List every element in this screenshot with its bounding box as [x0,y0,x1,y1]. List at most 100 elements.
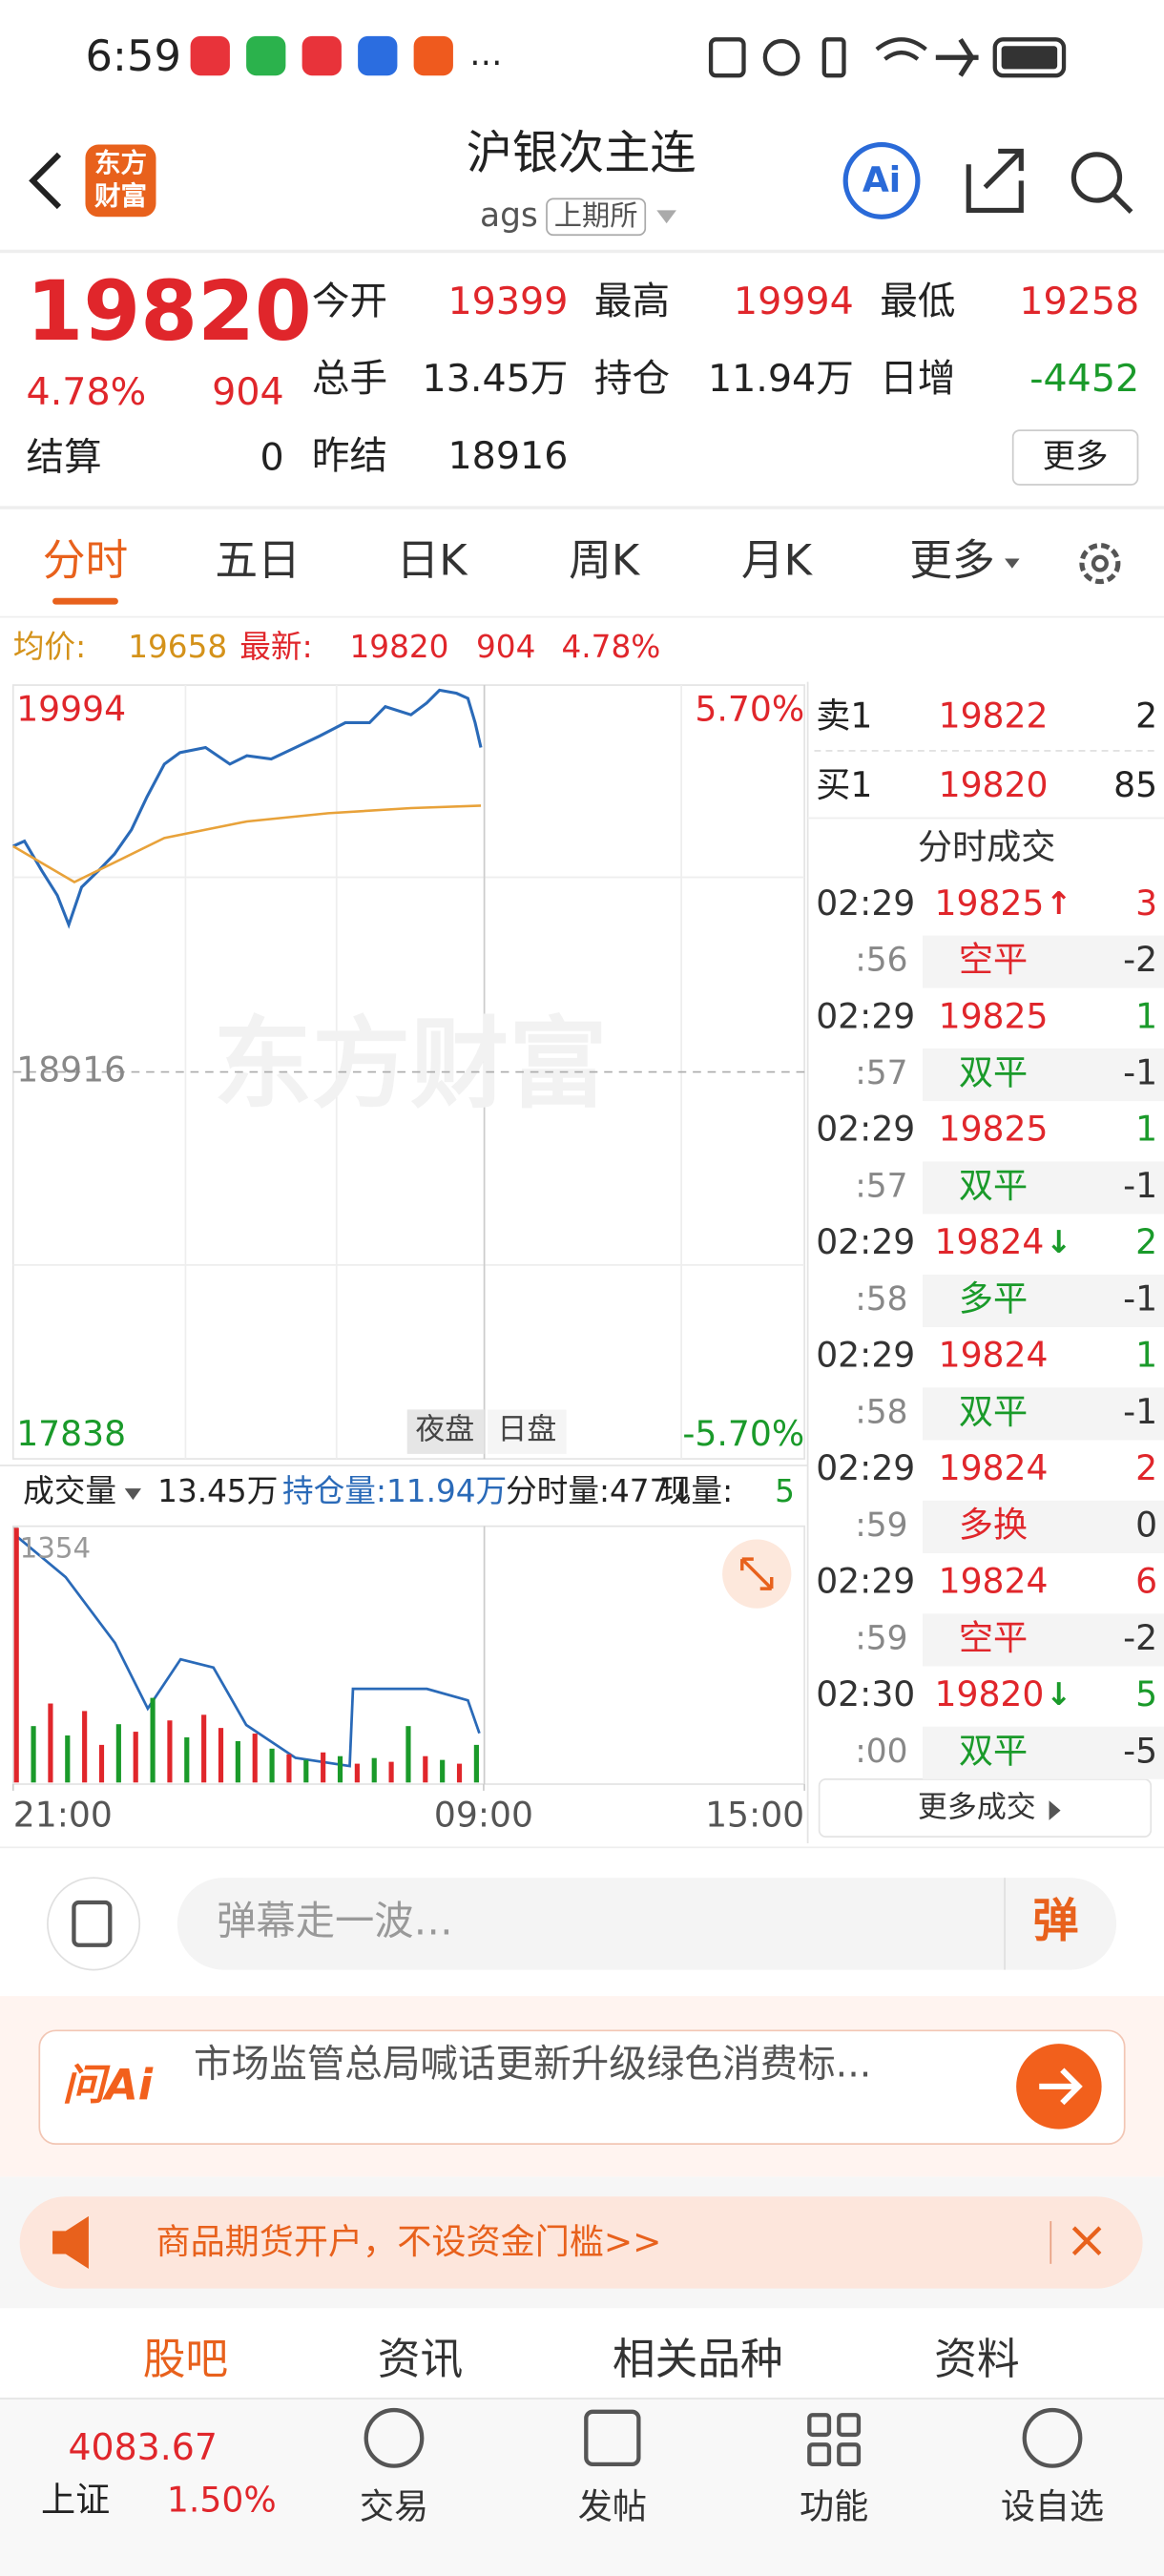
dropdown-arrow[interactable] [1005,558,1020,569]
bottom-tab[interactable]: 股吧 [143,2334,228,2384]
alarm-icon [762,38,800,76]
trade-time: :58 [855,1280,907,1319]
trade-price: 19824 [935,1221,1045,1262]
bottom-tab[interactable]: 资料 [934,2334,1019,2384]
volume-bar [388,1761,394,1783]
trade-kind: 双平 [959,1391,1028,1432]
logo-text: 财富 [94,181,147,212]
status-icons [190,35,1067,78]
more-trades[interactable]: 更多成交 [918,1790,1036,1824]
more-label[interactable]: 更多 [1043,438,1109,476]
danmaku-settings[interactable] [47,1877,141,1971]
oi-value: 持仓量:11.94万 [282,1473,507,1509]
search-handle [1111,192,1133,214]
function-icon[interactable] [807,2413,862,2467]
watchlist-icon[interactable] [1022,2407,1083,2468]
session-button[interactable] [406,1409,485,1454]
trade-price: 19824 [939,1447,1049,1488]
tab[interactable]: 周K [569,535,641,586]
tab[interactable]: 月K [741,535,814,586]
ai-button[interactable] [842,141,921,219]
y-tick-label: 17838 [16,1413,126,1454]
volume-bar [235,1740,240,1783]
trade-qty: 5 [1135,1673,1157,1714]
volume-tick-label: 1354 [20,1531,91,1564]
tab[interactable]: 五日 [215,535,300,586]
battery-icon [992,37,1067,78]
expand-icon [740,1557,774,1590]
ad-text[interactable]: 商品期货开户，不设资金门槛>> [156,2221,661,2262]
volume-bar [303,1759,309,1783]
row-bg [923,935,1164,988]
comment-placeholder[interactable]: 弹幕走一波… [217,1898,453,1943]
trade-arrow: ↓ [1046,1224,1071,1260]
tab-underline [52,597,118,605]
nav-item[interactable]: 功能 [800,2485,868,2526]
ai-news-box[interactable] [38,2029,1126,2145]
ai-news-text[interactable]: 市场监管总局喊话更新升级绿色消费标... [194,2043,871,2087]
trade-price: 19825 [935,883,1045,924]
nav-item[interactable]: 设自选 [1001,2485,1104,2526]
level-label: 买1 [816,764,872,805]
nav-item[interactable]: 交易 [360,2485,428,2526]
search-button[interactable] [1070,152,1123,203]
settings-center [1091,554,1109,572]
trade-time: 02:30 [816,1673,915,1714]
settings-button[interactable] [1079,543,1121,585]
app-icon [413,35,453,76]
field-value: 18916 [448,434,569,478]
trade-time: 02:29 [816,995,915,1036]
trade-icon[interactable] [364,2407,425,2468]
index-value: 4083.67 [68,2426,218,2468]
nav-item[interactable]: 发帖 [578,2485,647,2526]
bottom-tab[interactable]: 相关品种 [613,2334,783,2384]
row-bg [923,1726,1164,1779]
dropdown-arrow[interactable] [656,210,676,224]
field-label: 总手 [312,357,387,401]
dropdown-arrow[interactable] [124,1488,141,1501]
trade-qty: 2 [1135,1221,1157,1262]
bottom-tab[interactable]: 资讯 [378,2334,463,2384]
title: 沪银次主连 [467,127,696,180]
latest-change: 904 [476,629,535,665]
session-label[interactable]: 夜盘 [415,1412,474,1446]
volume-bar [115,1724,121,1783]
x-tick-label: 15:00 [705,1794,804,1835]
row-bg [923,1613,1164,1667]
row-bg [923,1387,1164,1441]
volume-bar [371,1757,377,1783]
field-value: 19258 [1019,280,1139,323]
danmaku-button[interactable]: 弹 [1032,1894,1078,1947]
volume-bar [65,1735,71,1783]
trade-time: 02:29 [816,883,915,924]
volume-bar [337,1755,343,1783]
trade-price: 19825 [939,1109,1049,1150]
latest-pct: 4.78% [561,629,660,665]
logo [85,144,156,218]
back-button[interactable] [29,152,62,210]
app-icon [301,35,342,76]
icon-part [837,2413,862,2438]
trade-time: :00 [855,1733,907,1771]
arrow-icon [1039,2067,1083,2106]
divider [0,249,1164,254]
trade-kind: 空平 [959,939,1028,980]
nfc-icon [708,37,746,78]
tab[interactable]: 分时 [43,535,128,586]
ad-close[interactable] [1071,2226,1102,2256]
trade-kind: 多换 [959,1504,1028,1545]
trade-qty: -1 [1123,1391,1157,1432]
share-button[interactable] [966,148,1024,213]
session-button[interactable] [488,1409,567,1454]
more-button[interactable] [1011,429,1139,486]
tab[interactable]: 日K [397,535,469,586]
change: 904 [212,370,284,414]
post-icon[interactable] [584,2409,641,2467]
tab[interactable]: 更多 [909,535,994,586]
session-label[interactable]: 日盘 [497,1412,556,1446]
danmaku-icon [72,1900,113,1947]
ad-banner[interactable] [19,2196,1143,2289]
comment-input[interactable] [177,1878,1117,1970]
trade-time: :57 [855,1054,907,1092]
